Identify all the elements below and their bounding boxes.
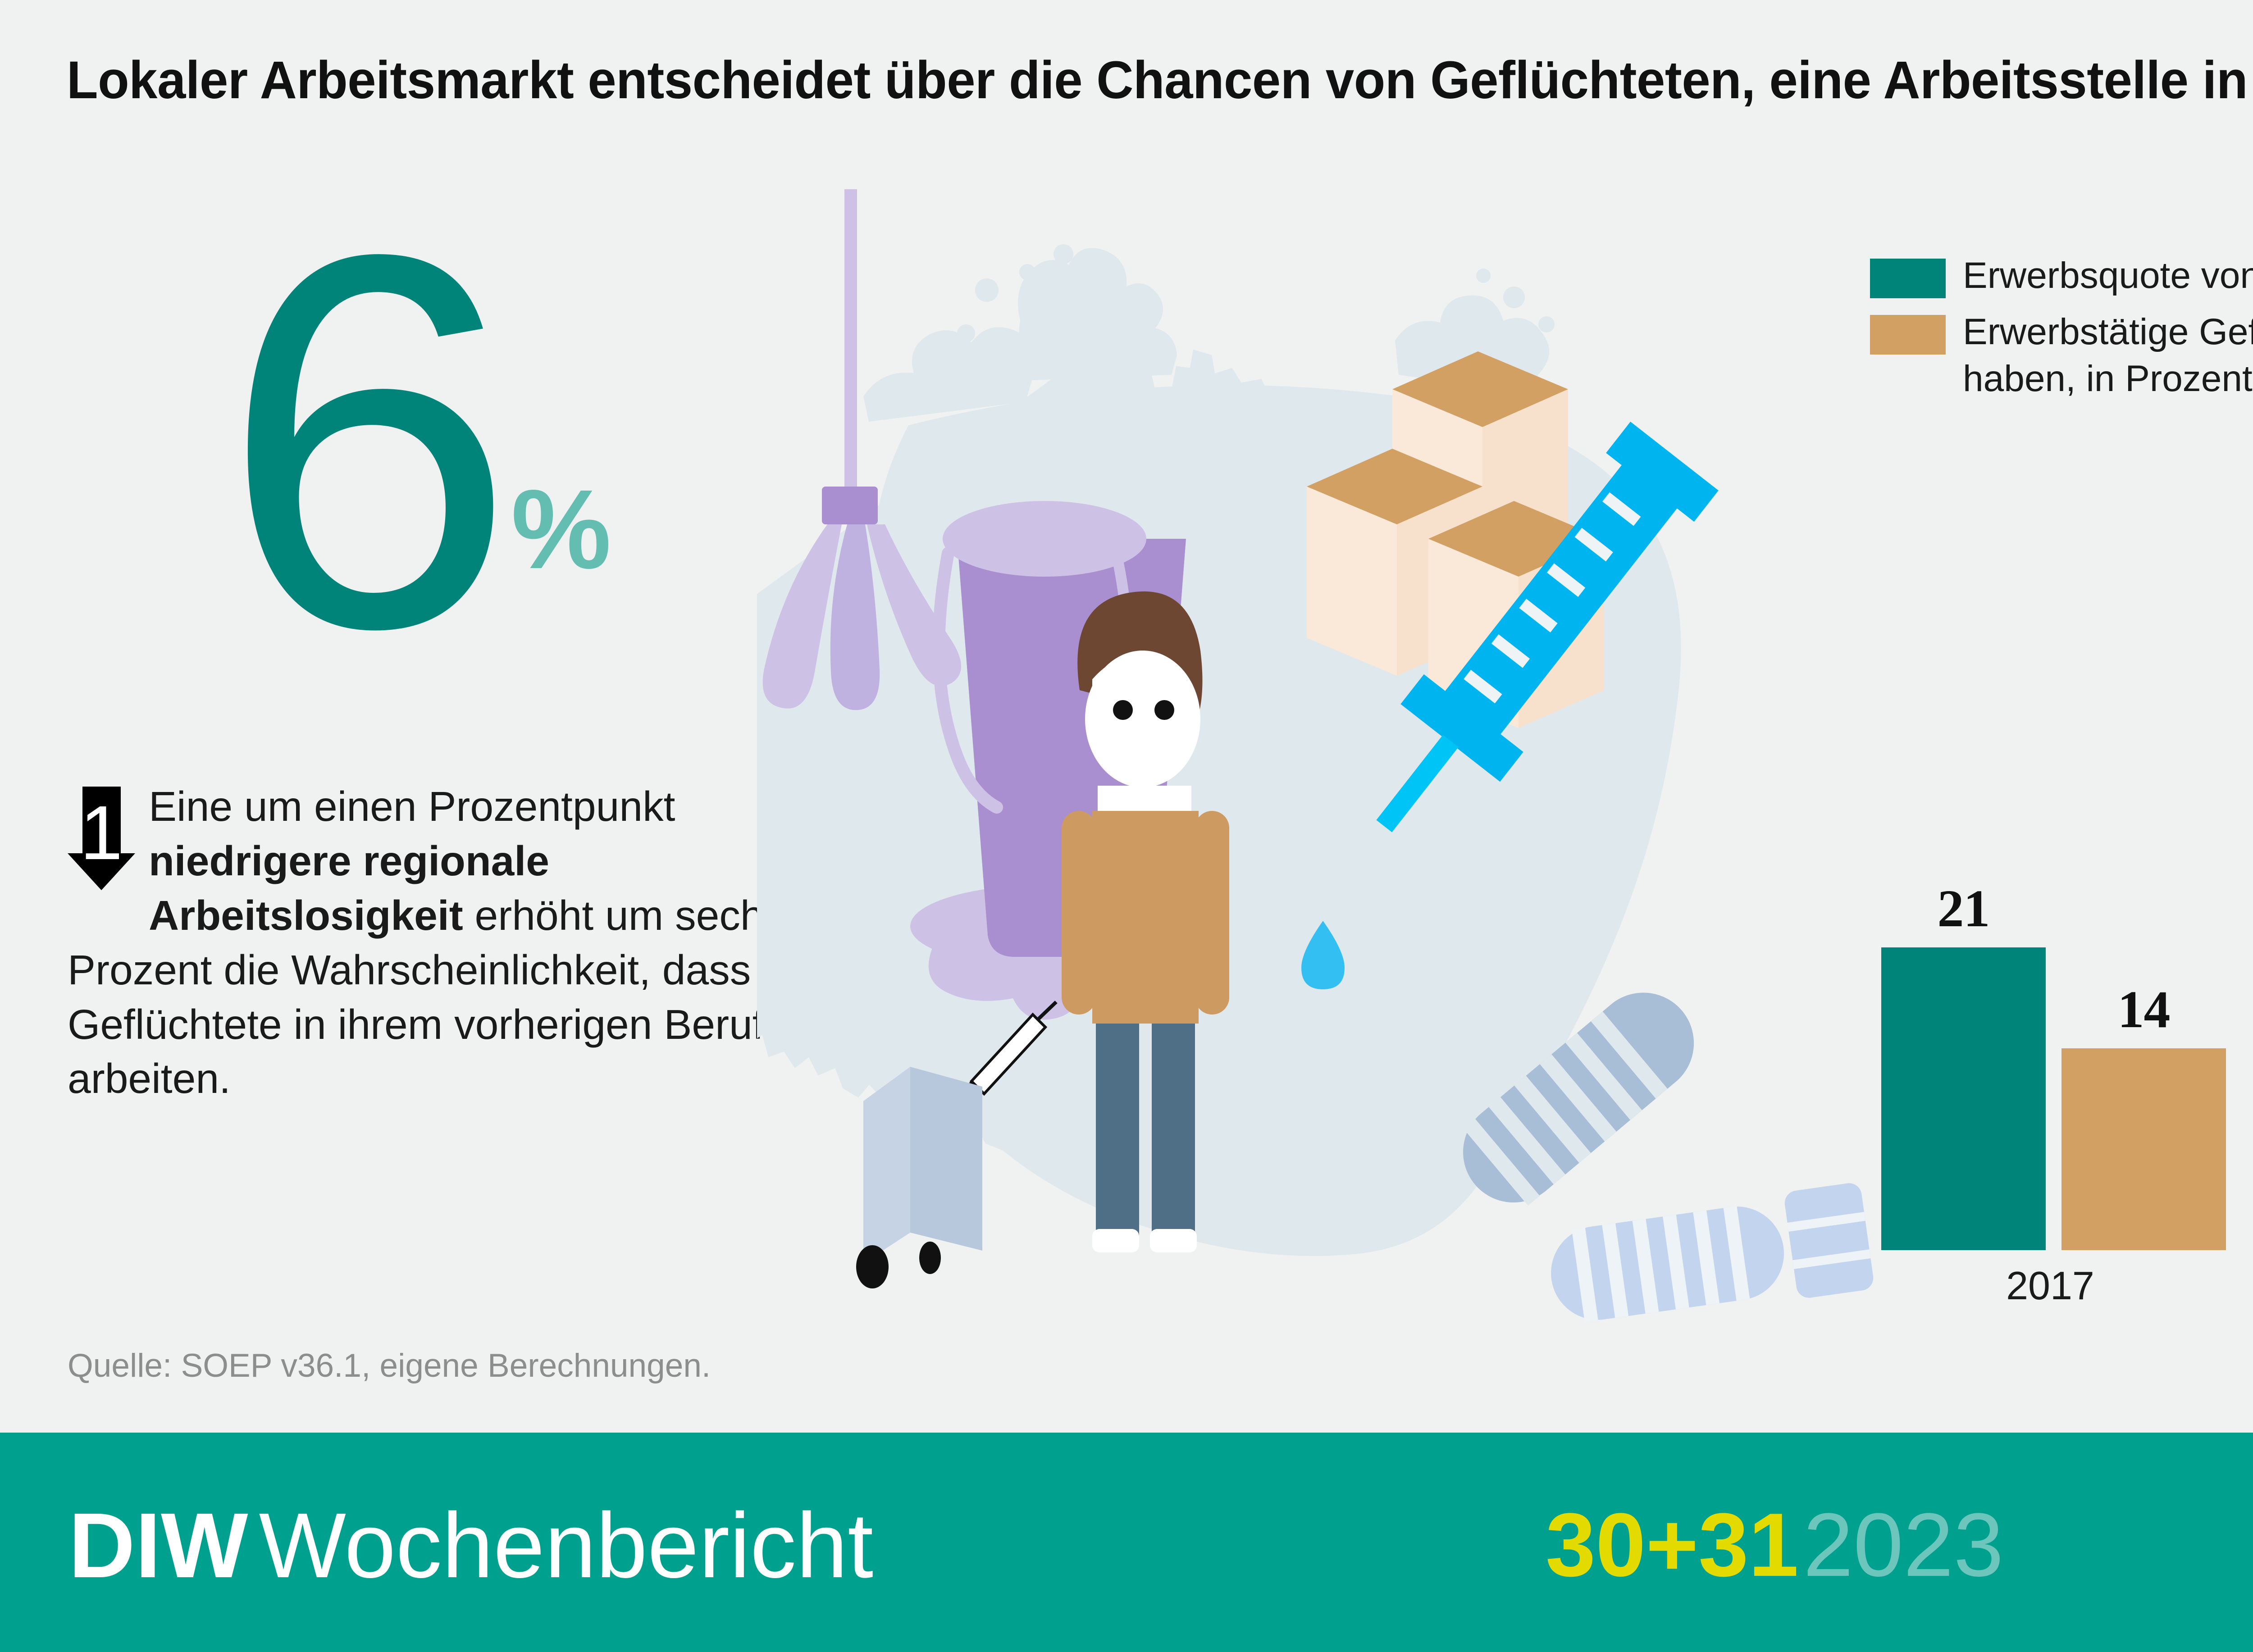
droplet-icon <box>1301 921 1345 989</box>
legend-label-employment-rate: Erwerbsquote von Geflüchteten mit auslän… <box>1963 255 2253 296</box>
striped-tool-dark <box>1463 992 1694 1206</box>
issue-identifier: 30+312023 <box>1546 1500 2004 1590</box>
arrow-badge-number: 1 <box>80 790 123 876</box>
syringe-icon <box>1376 422 1719 833</box>
brand-diw: DIW <box>68 1494 248 1597</box>
suitcase-icon <box>856 1001 1058 1288</box>
legend-swatch-teal <box>1870 259 1946 298</box>
note-segment-bold: niedrigere regionale Arbeitslosigkeit <box>149 837 549 939</box>
bar-chart: 21 14 35 12 44 11 2017 2018 2019 <box>1870 559 2253 1324</box>
headline-statistic: 6 % <box>221 145 611 738</box>
legend-swatch-tan <box>1870 315 1946 355</box>
legend-item-employment-rate: Erwerbsquote von Geflüchteten mit auslän… <box>1870 252 2253 299</box>
explanatory-note: 1 Eine um einen Prozentpunkt niedrigere … <box>68 779 829 1106</box>
explanatory-note-text: Eine um einen Prozentpunkt niedrigere re… <box>68 779 829 1106</box>
bar-2017-matched-occupation <box>2061 1048 2226 1250</box>
publication-brand: DIW Wochenbericht <box>68 1499 873 1592</box>
page-title: Lokaler Arbeitsmarkt entscheidet über di… <box>67 50 2253 110</box>
illustration-germany-jobs <box>757 189 1893 1370</box>
issue-year: 2023 <box>1803 1495 2004 1595</box>
bar-value-2017-matched-occupation: 14 <box>2117 980 2171 1039</box>
source-note: Quelle: SOEP v36.1, eigene Berechnungen. <box>68 1347 711 1384</box>
headline-statistic-value: 6 <box>221 145 516 738</box>
chart-legend: Erwerbsquote von Geflüchteten mit auslän… <box>1870 252 2253 412</box>
bar-value-2017-employment-rate: 21 <box>1937 879 1990 938</box>
headline-statistic-unit: % <box>511 466 611 592</box>
issue-number: 30+31 <box>1546 1495 1799 1595</box>
bar-group-2017: 21 14 <box>1870 559 2230 1250</box>
bar-2017-employment-rate <box>1881 947 2046 1250</box>
arrow-head <box>68 853 135 890</box>
brand-wochenbericht: Wochenbericht <box>259 1494 874 1597</box>
chart-plot-area: 21 14 35 12 44 11 <box>1870 559 2253 1250</box>
note-segment-2: erhöht um sechs Prozent die Wahrscheinli… <box>68 892 785 1102</box>
note-segment-1: Eine um einen Prozentpunkt <box>149 783 675 830</box>
person-illustration <box>1062 591 1229 1252</box>
legend-item-matched-occupation: Erwerbstätige Geflüchtete, die eine Besc… <box>1870 309 2253 402</box>
legend-label-matched-occupation: Erwerbstätige Geflüchtete, die eine Besc… <box>1963 311 2253 399</box>
down-arrow-icon: 1 <box>68 787 135 890</box>
mop-icon <box>762 189 962 710</box>
x-axis-label-2017: 2017 <box>2006 1263 2094 1308</box>
arrow-stem <box>82 787 121 855</box>
striped-tool-light <box>1551 1183 1874 1322</box>
